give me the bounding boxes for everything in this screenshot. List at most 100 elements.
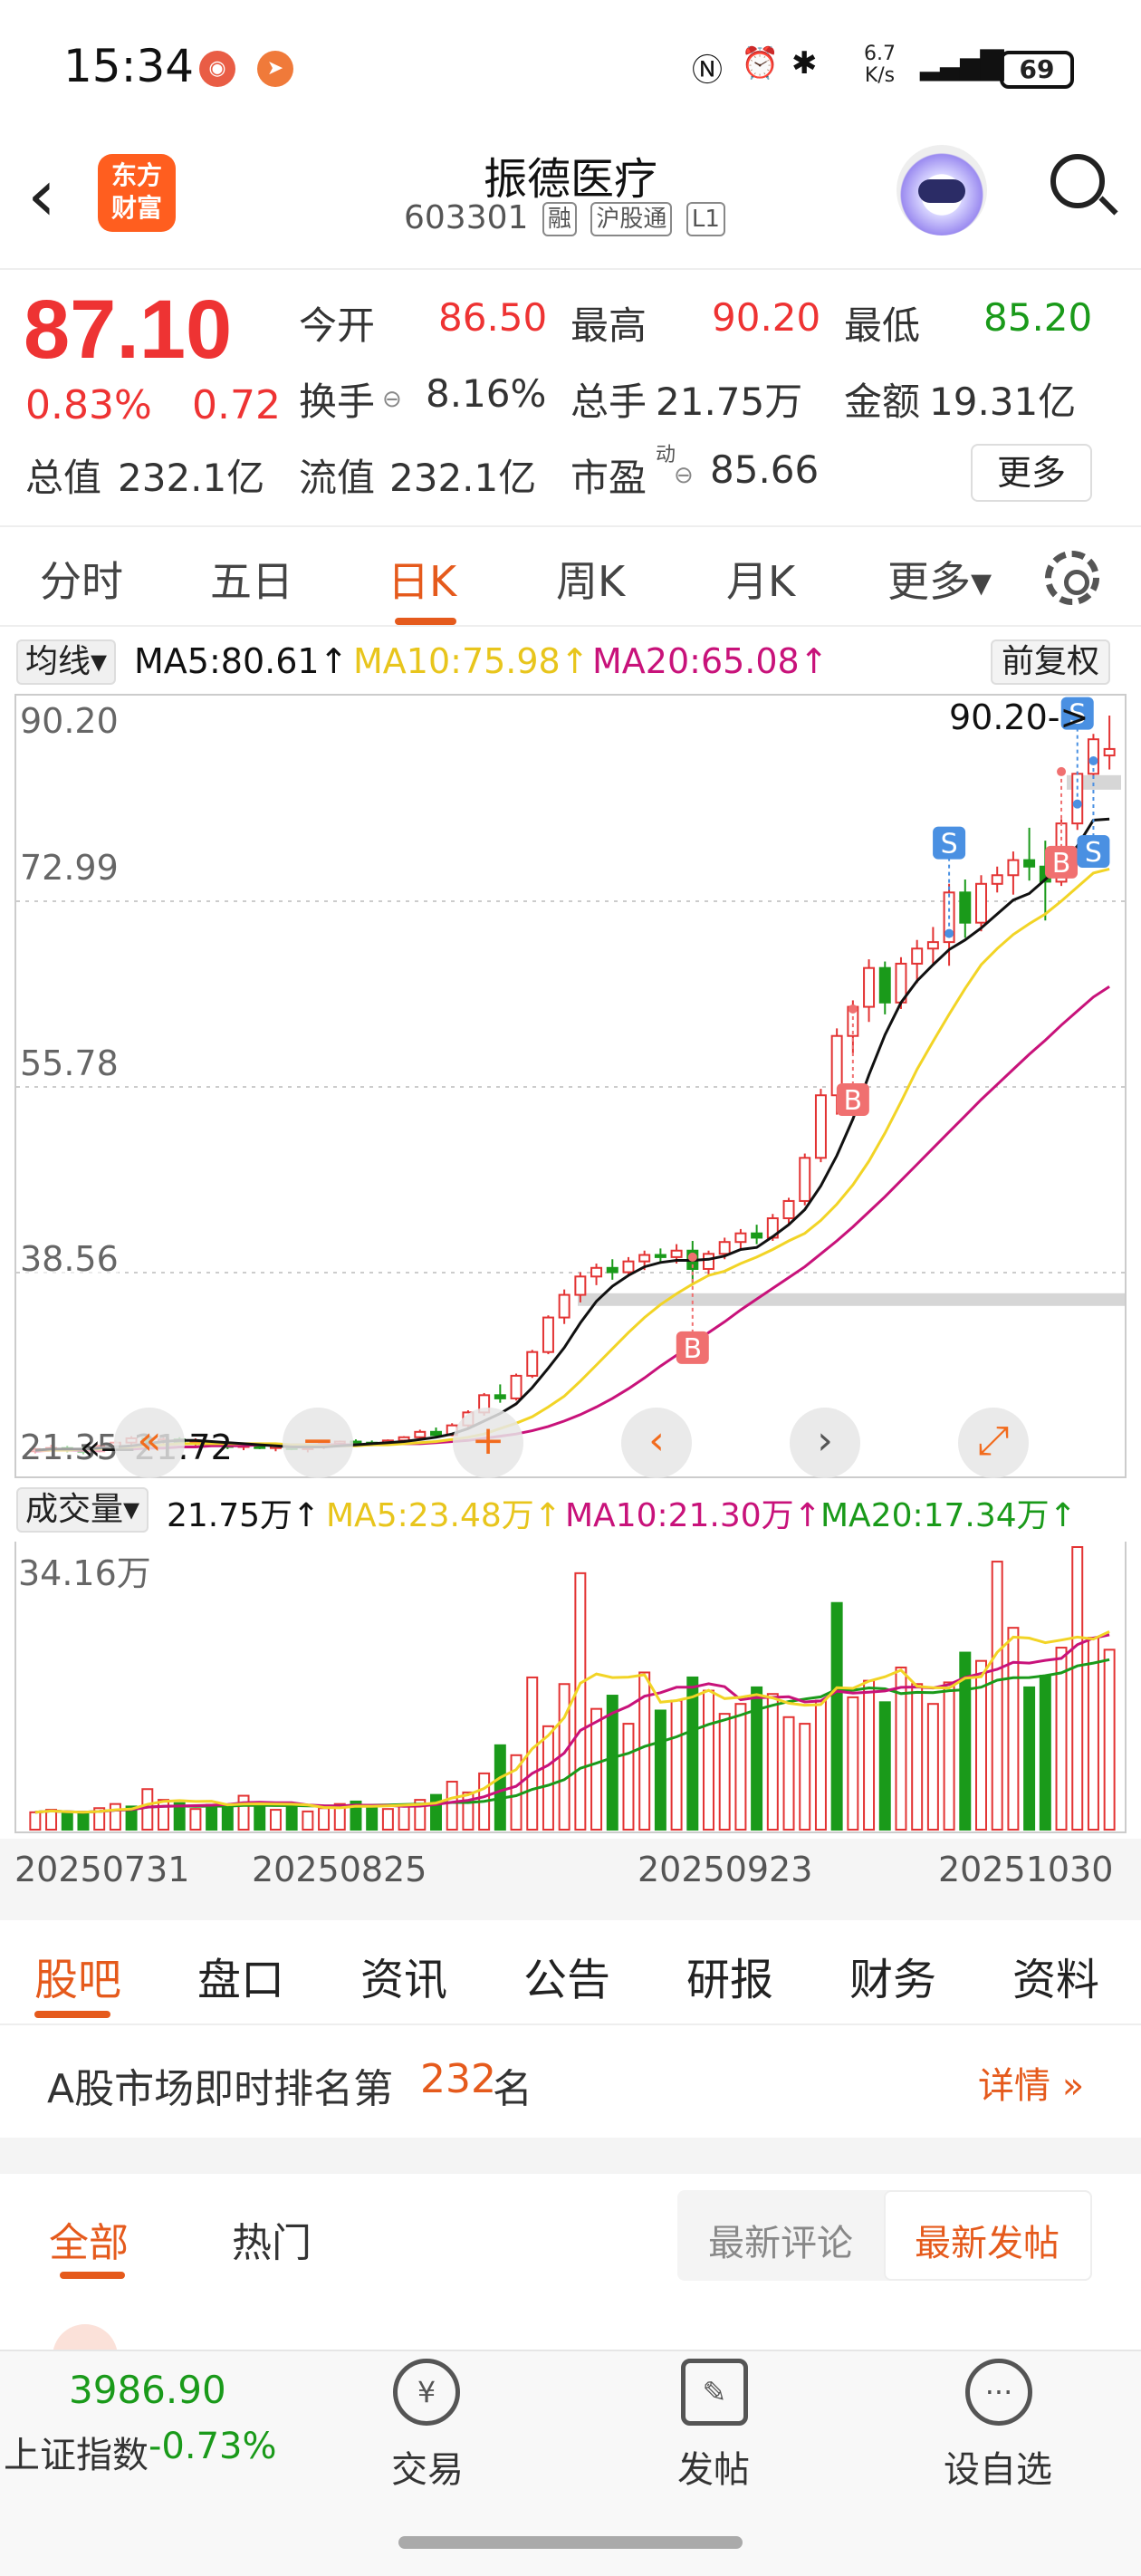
- trade-label[interactable]: 交易: [391, 2449, 464, 2491]
- volume-bar: [494, 1744, 506, 1831]
- volume-selector[interactable]: 成交量▾: [16, 1487, 149, 1533]
- tab-five-day[interactable]: 五日: [210, 557, 293, 606]
- more-dots-icon[interactable]: ···: [965, 2359, 1032, 2426]
- volume-bar: [462, 1791, 475, 1831]
- volume-bar: [1103, 1648, 1116, 1831]
- signal-label: S: [1085, 837, 1102, 869]
- back-arrow-icon[interactable]: ‹: [27, 153, 56, 237]
- signal-badge: [1077, 835, 1110, 869]
- detail-link[interactable]: 详情 »: [978, 2065, 1085, 2107]
- tab-pankou[interactable]: 盘口: [197, 1955, 285, 2005]
- signal-label: S: [941, 829, 958, 860]
- market-rank-row[interactable]: A股市场即时排名第 232 名 详情 »: [0, 2025, 1141, 2138]
- volume-bar: [141, 1788, 154, 1831]
- volume-bar: [751, 1686, 763, 1831]
- sort-latest-comment[interactable]: 最新评论: [708, 2223, 853, 2264]
- volume-bar: [1087, 1637, 1099, 1831]
- tab-more[interactable]: 更多▾: [887, 557, 992, 606]
- volume-value: 21.75万: [656, 380, 803, 424]
- high-value: 90.20: [712, 295, 821, 340]
- index-name[interactable]: 上证指数: [4, 2435, 149, 2476]
- home-indicator: [398, 2536, 743, 2549]
- adjust-button[interactable]: 前复权: [991, 639, 1111, 685]
- tab-daily-k[interactable]: 日K: [388, 557, 457, 606]
- post-label[interactable]: 发帖: [677, 2449, 750, 2491]
- tab-weekly-k[interactable]: 周K: [556, 557, 626, 606]
- volume-label: 总手: [570, 380, 647, 424]
- volume-chart[interactable]: 34.16万: [14, 1542, 1127, 1833]
- candle-body: [414, 1430, 427, 1438]
- high-label: 最高: [570, 303, 647, 348]
- volume-indicator-bar: 成交量▾ 21.75万↑ MA5:23.48万↑ MA10:21.30万↑ MA…: [0, 1482, 1141, 1538]
- sort-toggle: 最新评论 最新发帖: [677, 2190, 1092, 2281]
- candle-body: [670, 1249, 683, 1258]
- signal-dot: [1072, 799, 1082, 809]
- volume-bar: [125, 1805, 138, 1831]
- post-edit-icon[interactable]: ✎: [681, 2359, 748, 2426]
- ai-assistant-icon[interactable]: [896, 145, 987, 235]
- volume-bar: [959, 1651, 972, 1831]
- y-tick-2: 72.99: [20, 848, 119, 888]
- open-value: 86.50: [438, 295, 548, 340]
- watchlist-label[interactable]: 设自选: [944, 2449, 1052, 2491]
- amount-value: 19.31亿: [929, 380, 1077, 424]
- volume-bar: [718, 1713, 731, 1831]
- signal-dot: [1088, 756, 1098, 766]
- search-icon[interactable]: [1050, 154, 1105, 208]
- trade-yen-icon[interactable]: ¥: [393, 2359, 460, 2426]
- volume-bar: [430, 1793, 442, 1831]
- volume-bar: [911, 1683, 924, 1831]
- candle-body: [622, 1260, 635, 1274]
- tab-finance[interactable]: 财务: [849, 1955, 937, 2005]
- next-button[interactable]: ›: [790, 1408, 860, 1478]
- tab-announcement[interactable]: 公告: [523, 1955, 611, 2005]
- volume-bar: [93, 1807, 106, 1831]
- amount-label: 金额: [844, 380, 921, 424]
- prev-button[interactable]: ‹: [621, 1408, 692, 1478]
- tab-guba[interactable]: 股吧: [34, 1955, 122, 2005]
- content-tabs: 股吧 盘口 资讯 公告 研报 财务 资料: [0, 1920, 1141, 2025]
- ma10-label: MA10:75.98↑: [353, 641, 590, 681]
- rank-number: 232: [420, 2056, 496, 2102]
- mktcap-label: 总值: [25, 456, 102, 500]
- tab-monthly-k[interactable]: 月K: [726, 557, 796, 606]
- settings-gear-icon[interactable]: [1045, 551, 1099, 605]
- volume-bar: [654, 1709, 666, 1831]
- feed-tab-all[interactable]: 全部: [49, 2220, 129, 2266]
- app-logo[interactable]: 东方 财富: [98, 154, 176, 232]
- tab-intraday[interactable]: 分时: [40, 557, 123, 606]
- index-value[interactable]: 3986.90: [69, 2368, 226, 2412]
- nfc-icon: Ⓝ: [692, 53, 723, 89]
- sort-latest-post[interactable]: 最新发帖: [915, 2223, 1060, 2264]
- volume-bar: [574, 1572, 587, 1831]
- volume-bar: [285, 1804, 298, 1831]
- volume-bar: [398, 1803, 410, 1831]
- fast-back-button[interactable]: «: [114, 1408, 185, 1478]
- info-icon[interactable]: ⊖: [382, 386, 402, 413]
- tab-news[interactable]: 资讯: [360, 1955, 448, 2005]
- expand-icon[interactable]: ⤢: [958, 1408, 1029, 1478]
- zoom-out-button[interactable]: −: [283, 1408, 353, 1478]
- tag-level: L1: [686, 202, 725, 236]
- zoom-in-button[interactable]: +: [453, 1408, 523, 1478]
- volume-bar: [590, 1707, 603, 1831]
- divider: [0, 2138, 1141, 2174]
- tab-profile[interactable]: 资料: [1012, 1955, 1100, 2005]
- ma-selector[interactable]: 均线▾: [16, 639, 117, 685]
- pe-info-icon[interactable]: ⊖: [674, 462, 694, 489]
- signal-badge: [676, 1331, 709, 1364]
- change-percent: 0.83%: [25, 382, 152, 428]
- tab-research[interactable]: 研报: [686, 1955, 774, 2005]
- candle-body: [430, 1430, 442, 1437]
- signal-label: B: [1052, 848, 1071, 879]
- signal-badge: [836, 1082, 869, 1116]
- volume-bar: [1007, 1627, 1020, 1831]
- signal-icon: ▂▃▅▇: [920, 45, 1004, 82]
- feed-tab-hot[interactable]: 热门: [232, 2220, 312, 2266]
- more-button[interactable]: 更多: [971, 444, 1092, 502]
- volume-bar: [45, 1809, 58, 1831]
- candle-body: [959, 891, 972, 924]
- index-change: -0.73%: [149, 2426, 277, 2467]
- volume-bar: [333, 1802, 346, 1831]
